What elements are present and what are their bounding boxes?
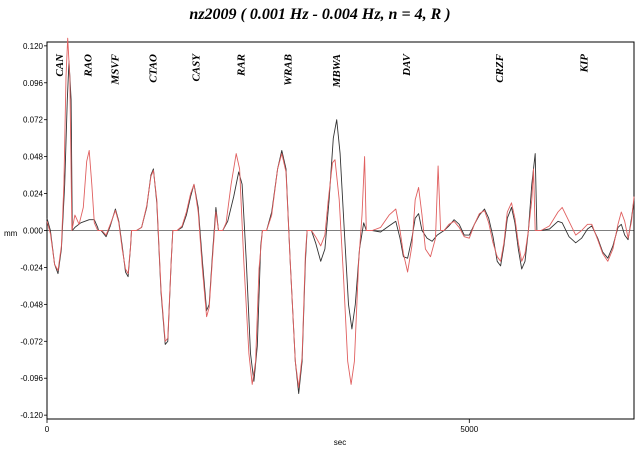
- series-layer: [46, 37, 635, 395]
- y-axis-label: mm: [4, 229, 18, 238]
- station-label: DAV: [401, 52, 413, 76]
- y-tick-label: -0.072: [20, 337, 43, 346]
- y-tick-label: -0.048: [20, 300, 43, 309]
- y-tick-label: 0.048: [23, 153, 44, 162]
- y-tick-label: 0.024: [23, 190, 44, 199]
- waveform-series-2: [46, 37, 635, 388]
- y-axis: 0.120 0.096 0.072 0.048 0.024 0.000 -0.024 -0.0…: [20, 42, 47, 420]
- y-tick-label: 0.096: [23, 79, 44, 88]
- station-label: WRAB: [283, 54, 295, 86]
- y-tick-label: -0.096: [20, 374, 43, 383]
- x-axis: 0 5000: [45, 419, 479, 434]
- y-tick-label: 0.072: [23, 116, 44, 125]
- chart-title: nz2009 ( 0.001 Hz - 0.004 Hz, n = 4, R ): [189, 6, 451, 23]
- station-label: RAO: [83, 54, 95, 78]
- station-labels: CAN RAO MSVF CTAO CASY RAR WRAB MBWA DAV CRZF KIP: [54, 52, 590, 88]
- station-label: KIP: [578, 54, 590, 74]
- station-label: MBWA: [331, 54, 343, 88]
- station-label: CAN: [54, 53, 66, 77]
- station-label: MSVF: [110, 53, 122, 85]
- x-tick-label: 0: [45, 425, 50, 434]
- station-label: RAR: [235, 54, 247, 77]
- station-label: CRZF: [494, 53, 506, 82]
- y-tick-label: -0.120: [20, 411, 43, 420]
- station-label: CASY: [191, 53, 203, 82]
- y-tick-label: 0.000: [23, 227, 44, 236]
- x-tick-label: 5000: [460, 425, 478, 434]
- y-tick-label: -0.024: [20, 263, 43, 272]
- station-label: CTAO: [148, 54, 160, 83]
- x-axis-label: sec: [334, 438, 346, 447]
- y-tick-label: 0.120: [23, 42, 44, 51]
